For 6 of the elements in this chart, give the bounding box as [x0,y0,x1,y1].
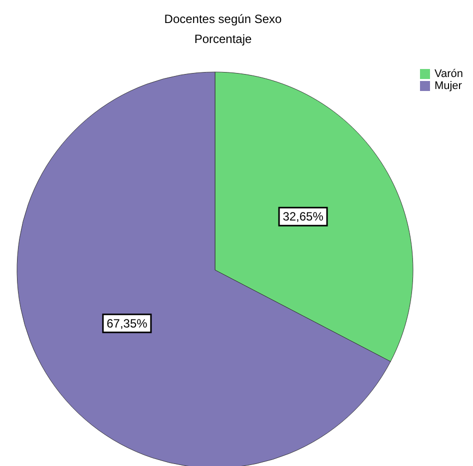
data-label: 67,35% [106,316,148,330]
chart-title: Docentes según Sexo [163,12,283,26]
chart-subtitle: Porcentaje [193,32,253,46]
legend-label: Mujer [434,80,462,92]
legend-label: Varón [434,68,463,80]
data-label: 32,65% [282,210,324,224]
